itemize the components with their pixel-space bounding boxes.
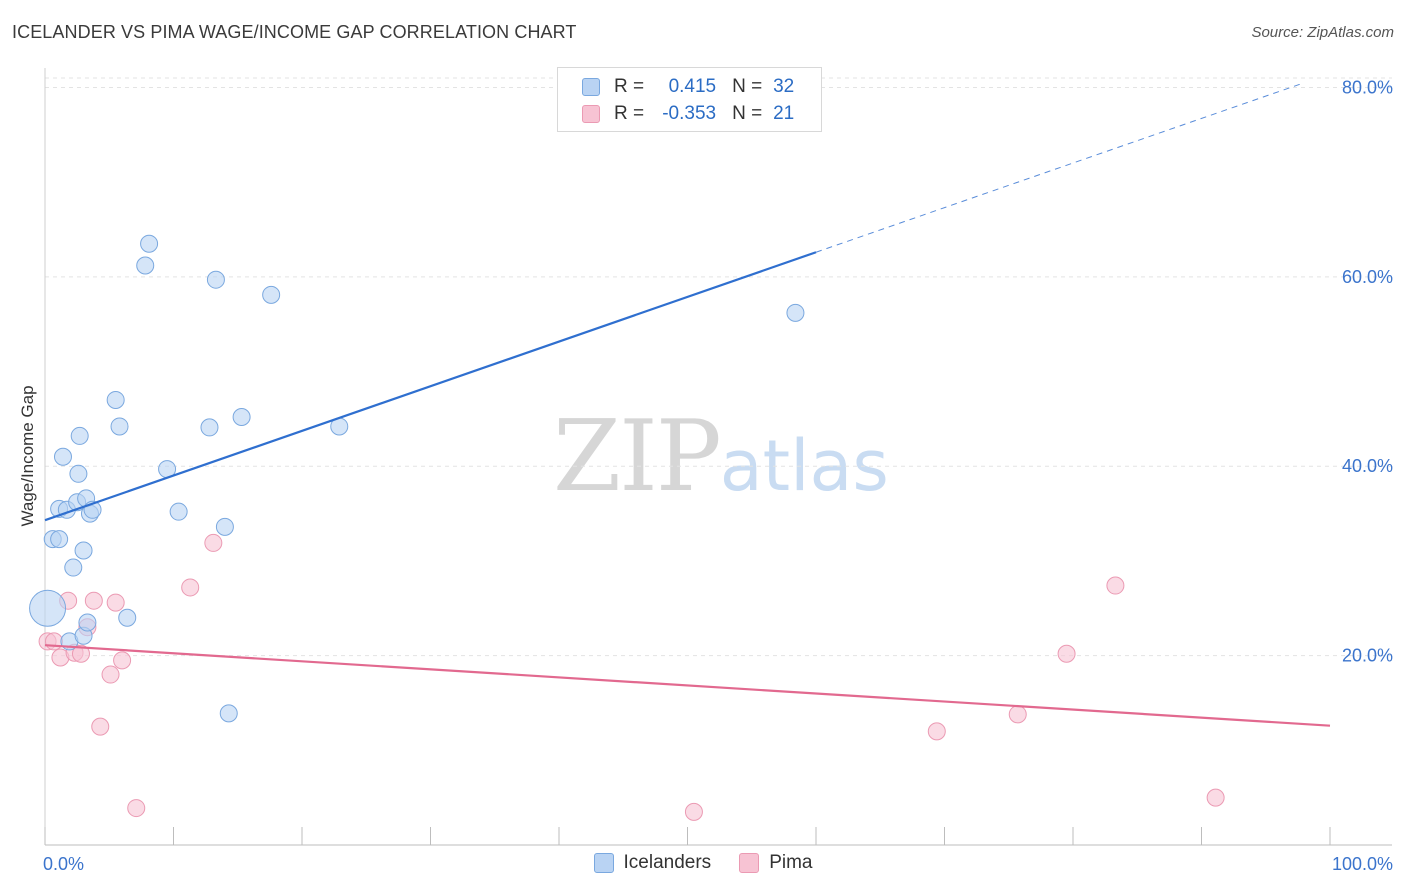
chart-title: ICELANDER VS PIMA WAGE/INCOME GAP CORREL… — [12, 22, 577, 42]
icelanders-point — [169, 502, 188, 521]
legend-n-label: N = — [732, 103, 763, 124]
pima-trend-line — [44, 644, 1331, 727]
icelanders-point — [232, 407, 251, 426]
icelanders-point — [200, 418, 219, 437]
legend-r-label: R = — [614, 103, 645, 124]
pima-point — [1206, 788, 1225, 807]
legend-pima-label: Pima — [769, 852, 813, 873]
pima-swatch-icon — [739, 853, 760, 873]
icelanders-swatch-icon — [582, 78, 600, 96]
pima-point — [204, 533, 223, 552]
x-tick-label: 0.0% — [43, 854, 84, 874]
zipatlas-watermark: ZIPatlas — [553, 400, 889, 514]
pima-point — [113, 651, 132, 670]
legend-icelanders-label: Icelanders — [623, 852, 712, 873]
pima-point — [1106, 576, 1125, 595]
pima-point — [91, 717, 110, 736]
legend-row-icelanders: R = 0.415 N = 32 — [582, 76, 794, 98]
legend-row-pima: R = -0.353 N = 21 — [582, 103, 794, 125]
correlation-legend: R = 0.415 N = 32 R = -0.353 N = 21 — [557, 67, 822, 132]
icelanders-swatch-icon — [593, 853, 614, 873]
icelanders-point — [69, 464, 88, 483]
icelanders-point — [215, 517, 234, 536]
icelanders-point — [70, 426, 89, 445]
legend-r-value: 0.415 — [668, 76, 717, 97]
icelanders-point — [136, 256, 155, 275]
y-axis-label: Wage/Income Gap — [18, 385, 37, 527]
legend-item-pima[interactable]: Pima — [739, 852, 812, 874]
pima-point — [684, 802, 703, 821]
icelanders-point — [219, 704, 238, 723]
source-label: Source: ZipAtlas.com — [1251, 24, 1394, 41]
legend-n-value: 32 — [773, 76, 795, 97]
y-tick-label: 60.0% — [1342, 267, 1393, 287]
legend-item-icelanders[interactable]: Icelanders — [593, 852, 712, 874]
icelanders-point — [53, 447, 72, 466]
icelanders-point — [140, 234, 159, 253]
pima-point — [927, 722, 946, 741]
pima-point — [106, 593, 125, 612]
icelanders-point — [106, 390, 125, 409]
icelanders-trend-extension — [815, 82, 1305, 253]
icelanders-point — [50, 530, 69, 549]
pima-point — [1008, 705, 1027, 724]
x-tick-label: 100.0% — [1332, 854, 1393, 874]
watermark-zip: ZIP — [553, 400, 722, 514]
icelanders-point — [64, 558, 83, 577]
icelanders-point — [786, 303, 805, 322]
pima-point — [101, 665, 120, 684]
y-tick-label: 40.0% — [1342, 456, 1393, 476]
legend-r-label: R = — [614, 76, 645, 97]
icelanders-trend-line — [44, 251, 817, 522]
pima-point — [181, 578, 200, 597]
series-legend: Icelanders Pima — [0, 852, 1406, 874]
y-tick-label: 80.0% — [1342, 77, 1393, 97]
watermark-atlas: atlas — [719, 425, 889, 507]
icelanders-point — [110, 417, 129, 436]
legend-r-value: -0.353 — [662, 103, 717, 124]
icelanders-point — [74, 541, 93, 560]
icelanders-point — [206, 270, 225, 289]
pima-point — [71, 644, 90, 663]
legend-n-value: 21 — [773, 103, 795, 124]
pima-point — [44, 632, 63, 651]
icelanders-point — [262, 285, 281, 304]
pima-point — [1057, 644, 1076, 663]
y-tick-label: 20.0% — [1342, 646, 1393, 666]
icelanders-point — [118, 608, 137, 627]
legend-n-label: N = — [732, 76, 763, 97]
pima-swatch-icon — [582, 105, 600, 123]
icelanders-point — [29, 589, 67, 627]
pima-point — [84, 591, 103, 610]
icelanders-point — [78, 613, 97, 632]
pima-point — [127, 799, 146, 818]
